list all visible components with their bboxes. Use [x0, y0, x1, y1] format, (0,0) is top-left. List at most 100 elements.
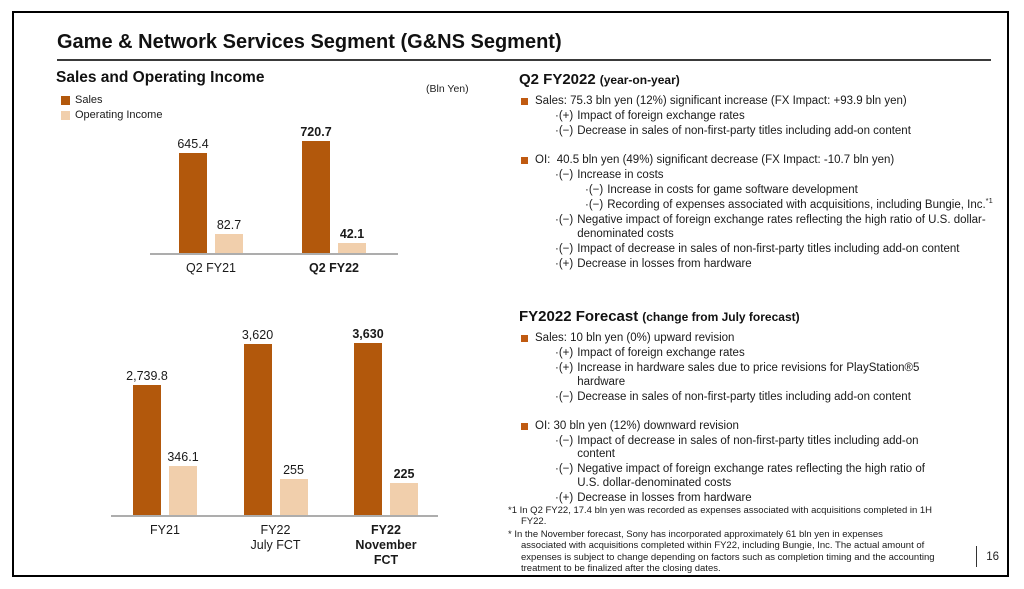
bullet-group: OI: 30 bln yen (12%) downward revision ·(… [519, 420, 997, 506]
legend-item: Operating Income [61, 109, 162, 121]
sub-bullet-marker: ·(−) [555, 125, 574, 138]
category-label-text: FY22 November FCT [355, 523, 417, 567]
bar-column: 346.1 [167, 450, 199, 515]
sub-bullet-text: Recording of expenses associated with ac… [607, 196, 993, 211]
sub-bullet-marker: ·(−) [555, 242, 574, 255]
title-underline [57, 59, 991, 61]
sub-bullet-text: Impact of foreign exchange rates [577, 110, 745, 123]
sub-bullet-item: ·(−) Negative impact of foreign exchange … [519, 214, 997, 241]
sub-bullet-marker: ·(+) [555, 110, 574, 123]
bullet-headline: Sales: 10 bln yen (0%) upward revision [519, 332, 997, 346]
page-number-divider [975, 546, 978, 567]
bullet-headline-text: Sales: 75.3 bln yen (12%) significant in… [535, 95, 907, 107]
section-heading: FY2022 Forecast (change from July forecas… [519, 308, 997, 325]
bar-column: 3,620 [241, 327, 274, 515]
square-bullet-icon [521, 98, 528, 105]
sub-bullet-text: Impact of foreign exchange rates [577, 347, 745, 360]
bar-value-label: 645.4 [177, 136, 209, 151]
sub-bullet-text: Impact of decrease in sales of non-first… [577, 242, 960, 255]
sub-bullet-marker: ·(−) [555, 434, 574, 447]
bullet-headline-text: OI: 30 bln yen (12%) downward revision [535, 419, 739, 432]
bullet-headline: OI: 40.5 bln yen (49%) significant decre… [519, 154, 997, 168]
sub-bullet-item: ·(−) Decrease in sales of non-first-party… [519, 391, 997, 405]
section-heading-note: (change from July forecast) [642, 310, 800, 325]
bar-value-label: 255 [283, 462, 304, 477]
bar-column: 225 [390, 467, 418, 515]
sales-swatch-icon [61, 95, 70, 105]
sub-bullet-marker: ·(+) [555, 257, 574, 270]
section-heading-note: (year-on-year) [599, 73, 680, 87]
sub-bullet-marker: ·(−) [585, 183, 604, 196]
unit-label: (Bln Yen) [426, 83, 469, 95]
bullet-headline: Sales: 75.3 bln yen (12%) significant in… [519, 95, 997, 109]
sub-bullet-item: ·(−) Increase in costs [519, 169, 997, 183]
sub-bullet-marker: ·(−) [585, 198, 604, 211]
bar-group: 645.4 82.7 [177, 136, 243, 253]
sales-bar [179, 152, 207, 253]
category-label: Q2 FY22 [302, 261, 366, 276]
sub-bullet-item: ·(−) Decrease in sales of non-first-party… [519, 125, 997, 139]
sub-bullet-item: ·(+) Impact of foreign exchange rates [519, 347, 997, 361]
sub-bullet-item: ·(−) Increase in costs for game software … [519, 184, 997, 198]
bar-column: 82.7 [215, 218, 243, 253]
square-bullet-icon [521, 335, 528, 343]
bar-value-label: 3,620 [241, 327, 274, 342]
bar-column: 255 [279, 462, 308, 515]
chart-plot-area: 645.4 82.7 720.7 42.1 [150, 123, 398, 255]
footnote: *1 In Q2 FY22, 17.4 bln yen was recorded… [508, 505, 933, 528]
page-number: 16 [986, 550, 999, 563]
operating-income-swatch-icon [61, 110, 70, 120]
sub-bullet-marker: ·(−) [555, 390, 574, 403]
sub-bullet-text: Increase in costs for game software deve… [607, 183, 858, 196]
fiscal-year-bar-chart: 2,739.8 346.1 3,620 255 3,630 225 FY21 FY22 Ju… [111, 325, 438, 568]
chart-category-axis: Q2 FY21 Q2 FY22 [150, 261, 398, 276]
bullet-headline: OI: 30 bln yen (12%) downward revision [519, 420, 997, 434]
sub-bullet-marker: ·(+) [555, 347, 574, 360]
category-label: FY21 [133, 523, 197, 568]
sub-bullet-text: Decrease in sales of non-first-party tit… [577, 125, 911, 138]
sub-bullet-text: Decrease in sales of non-first-party tit… [577, 390, 911, 403]
sub-bullet-item: ·(−) Impact of decrease in sales of non-f… [519, 243, 997, 257]
sub-bullet-marker: ·(+) [555, 362, 574, 375]
operating-income-bar [169, 466, 197, 515]
bullet-group: OI: 40.5 bln yen (49%) significant decre… [519, 154, 997, 272]
chart-legend: Sales Operating Income [61, 94, 162, 121]
bar-value-label: 720.7 [300, 125, 332, 139]
sub-bullet-text: Impact of decrease in sales of non-first… [577, 434, 919, 461]
chart-section-title: Sales and Operating Income [56, 69, 265, 86]
page-title: Game & Network Services Segment (G&NS Se… [57, 31, 562, 53]
bar-value-label: 3,630 [352, 327, 384, 341]
bullet-headline-text: OI: 40.5 bln yen (49%) significant decre… [535, 153, 895, 166]
sub-bullet-text: Negative impact of foreign exchange rate… [577, 463, 925, 489]
commentary-panel: Q2 FY2022 (year-on-year) Sales: 75.3 bln y… [519, 71, 997, 505]
sub-bullet-text: Increase in costs [577, 168, 664, 181]
bar-column: 720.7 [300, 125, 332, 253]
commentary-section: Q2 FY2022 (year-on-year) Sales: 75.3 bln y… [519, 71, 997, 271]
slide-frame: Game & Network Services Segment (G&NS Se… [12, 11, 1009, 577]
bar-column: 645.4 [177, 136, 209, 253]
bar-group: 2,739.8 346.1 [126, 369, 199, 515]
chart-category-axis: FY21 FY22 July FCT FY22 November FCT [111, 523, 438, 568]
sub-bullet-marker: ·(+) [555, 491, 574, 504]
bar-column: 42.1 [338, 227, 366, 253]
legend-label: Operating Income [75, 109, 163, 121]
sales-bar [354, 343, 382, 515]
bar-value-label: 225 [393, 467, 415, 482]
commentary-section: FY2022 Forecast (change from July forecas… [519, 308, 997, 505]
bullet-headline-text: Sales: 10 bln yen (0%) upward revision [535, 332, 735, 345]
bar-value-label: 346.1 [167, 450, 199, 464]
chart-plot-area: 2,739.8 346.1 3,620 255 3,630 225 [111, 325, 438, 517]
footnote: * In the November forecast, Sony has inc… [508, 528, 935, 574]
sub-bullet-marker: ·(−) [555, 213, 574, 226]
bar-group: 3,620 255 [241, 327, 308, 515]
category-label-text: FY22 July FCT [250, 523, 301, 552]
bar-group: 720.7 42.1 [300, 125, 366, 253]
sales-bar [243, 343, 272, 515]
sub-bullet-marker: ·(−) [555, 463, 574, 476]
category-label-text: Q2 FY21 [185, 261, 237, 275]
sub-bullet-item: ·(+) Decrease in losses from hardware [519, 492, 997, 506]
page-number-box: 16 [975, 546, 999, 567]
sub-bullet-item: ·(+) Impact of foreign exchange rates [519, 110, 997, 124]
section-heading-text: FY2022 Forecast [519, 308, 639, 326]
